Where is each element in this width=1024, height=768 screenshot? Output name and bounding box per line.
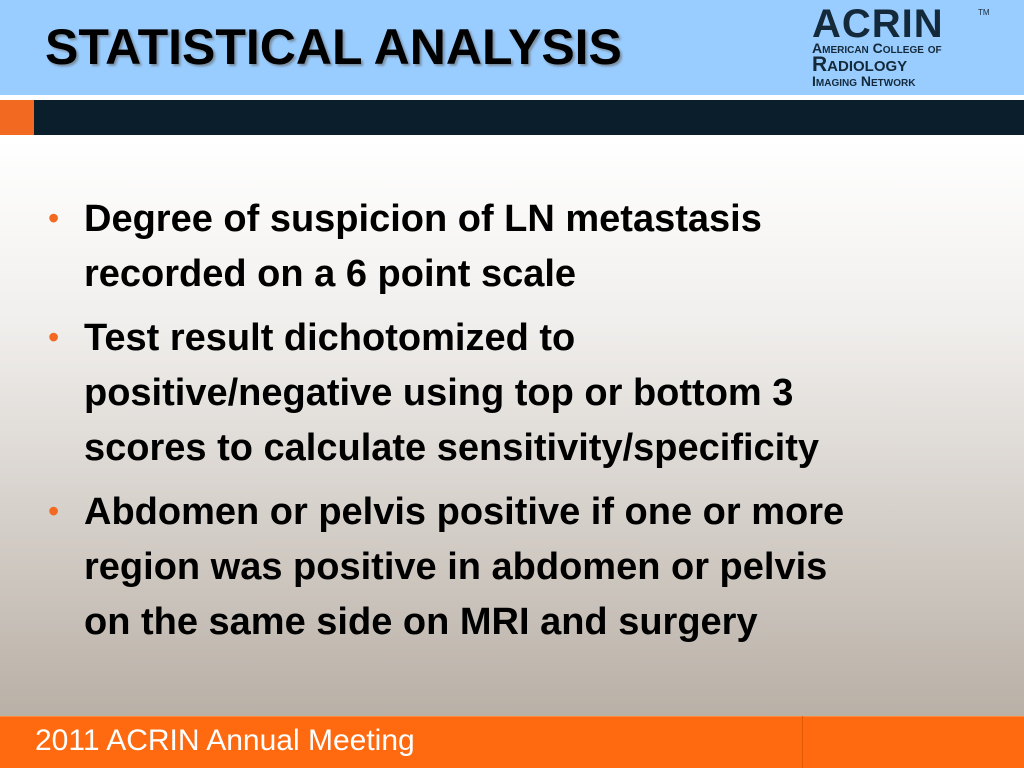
bullet-list: • Degree of suspicion of LN metastasis rec… <box>48 192 1008 659</box>
bullet-dot: • <box>48 200 60 236</box>
bullet-line: Test result dichotomized to <box>84 317 576 359</box>
bullet-item: • Abdomen or pelvis positive if one or mo… <box>48 485 1008 650</box>
logo-name: ACRIN <box>812 2 944 46</box>
logo: ACRIN TM American College of Radiology I… <box>812 2 992 89</box>
slide-title: STATISTICAL ANALYSIS <box>45 19 622 75</box>
footer-divider <box>802 716 803 768</box>
accent-square <box>0 100 34 135</box>
logo-trademark: TM <box>978 8 990 17</box>
header: STATISTICAL ANALYSIS ACRIN TM American C… <box>0 0 1024 95</box>
bullet-item: • Test result dichotomized to positive/neg… <box>48 311 1008 476</box>
bullet-dot: • <box>48 493 60 529</box>
footer-text: 2011 ACRIN Annual Meeting <box>35 724 415 757</box>
logo-line: American College of <box>812 40 942 56</box>
logo-line: Imaging Network <box>812 73 916 89</box>
bullet-line: Degree of suspicion of LN metastasis <box>84 198 762 240</box>
bullet-line: region was positive in abdomen or pelvis <box>84 546 828 588</box>
header-bar <box>0 100 1024 135</box>
bullet-dot: • <box>48 319 60 355</box>
logo-line: Radiology <box>812 53 908 76</box>
bullet-line: recorded on a 6 point scale <box>84 253 577 295</box>
footer-line <box>0 716 1024 717</box>
bullet-item: • Degree of suspicion of LN metastasis rec… <box>48 192 1008 302</box>
footer: 2011 ACRIN Annual Meeting <box>0 716 1024 768</box>
bullet-line: Abdomen or pelvis positive if one or mor… <box>84 491 845 533</box>
bullet-line: on the same side on MRI and surgery <box>84 601 758 643</box>
bullet-line: positive/negative using top or bottom 3 <box>84 372 794 414</box>
bullet-line: scores to calculate sensitivity/specific… <box>84 427 820 469</box>
